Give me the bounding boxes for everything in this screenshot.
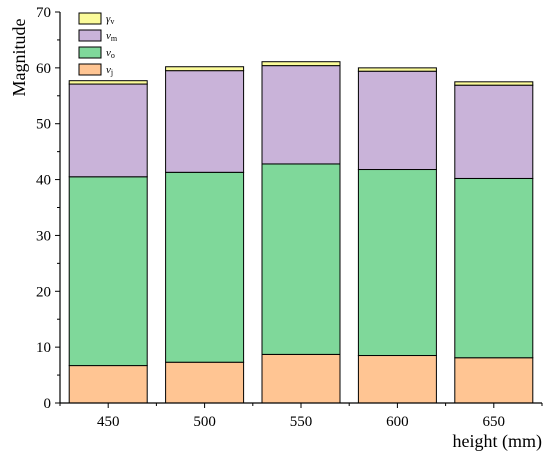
bar-v_m-450 (68, 83, 148, 178)
legend: γv vm vo vj (78, 12, 118, 77)
legend-label-v_j: vj (106, 64, 113, 77)
bar-γ_v-600 (357, 67, 437, 72)
bar-v_j-550 (261, 353, 341, 404)
legend-swatch-v_j (78, 63, 102, 76)
bar-γ_v-500 (165, 66, 245, 72)
legend-swatch-v_m (78, 29, 102, 42)
y-tick-label-10: 10 (36, 340, 51, 356)
y-tick-label-20: 20 (36, 284, 51, 300)
bars-layer (68, 61, 534, 404)
bar-v_m-550 (261, 65, 341, 165)
x-tick-label-500: 500 (193, 414, 216, 430)
y-axis-title: Magnitude (9, 19, 29, 97)
x-tick-label-600: 600 (386, 414, 409, 430)
x-tick-label-550: 550 (290, 414, 313, 430)
y-tick-label-0: 0 (44, 396, 52, 412)
bar-v_o-650 (454, 177, 534, 359)
bar-v_m-600 (357, 70, 437, 171)
bar-v_j-600 (357, 355, 437, 404)
legend-swatch-γ_v (78, 12, 102, 25)
x-tick-label-650: 650 (483, 414, 506, 430)
y-tick-label-70: 70 (36, 5, 51, 21)
y-tick-label-60: 60 (36, 61, 51, 77)
legend-label-v_m: vm (106, 30, 118, 43)
bar-v_j-450 (68, 365, 148, 404)
legend-label-γ_v: γv (106, 13, 114, 26)
bar-v_j-500 (165, 361, 245, 404)
y-tick-label-50: 50 (36, 117, 51, 133)
bar-v_o-550 (261, 163, 341, 355)
y-tick-label-30: 30 (36, 228, 51, 244)
bar-v_m-500 (165, 70, 245, 173)
bar-v_o-500 (165, 171, 245, 363)
bar-γ_v-450 (68, 80, 148, 85)
bar-v_o-600 (357, 169, 437, 357)
bar-γ_v-650 (454, 81, 534, 86)
axes-layer (55, 11, 543, 408)
y-tick-label-40: 40 (36, 173, 51, 189)
x-tick-label-450: 450 (97, 414, 120, 430)
bar-γ_v-550 (261, 61, 341, 67)
bar-v_j-650 (454, 357, 534, 404)
legend-label-v_o: vo (106, 47, 115, 60)
bar-v_o-450 (68, 176, 148, 367)
legend-swatch-v_o (78, 46, 102, 59)
bar-v_m-650 (454, 84, 534, 179)
x-axis-title: height (mm) (453, 431, 542, 452)
